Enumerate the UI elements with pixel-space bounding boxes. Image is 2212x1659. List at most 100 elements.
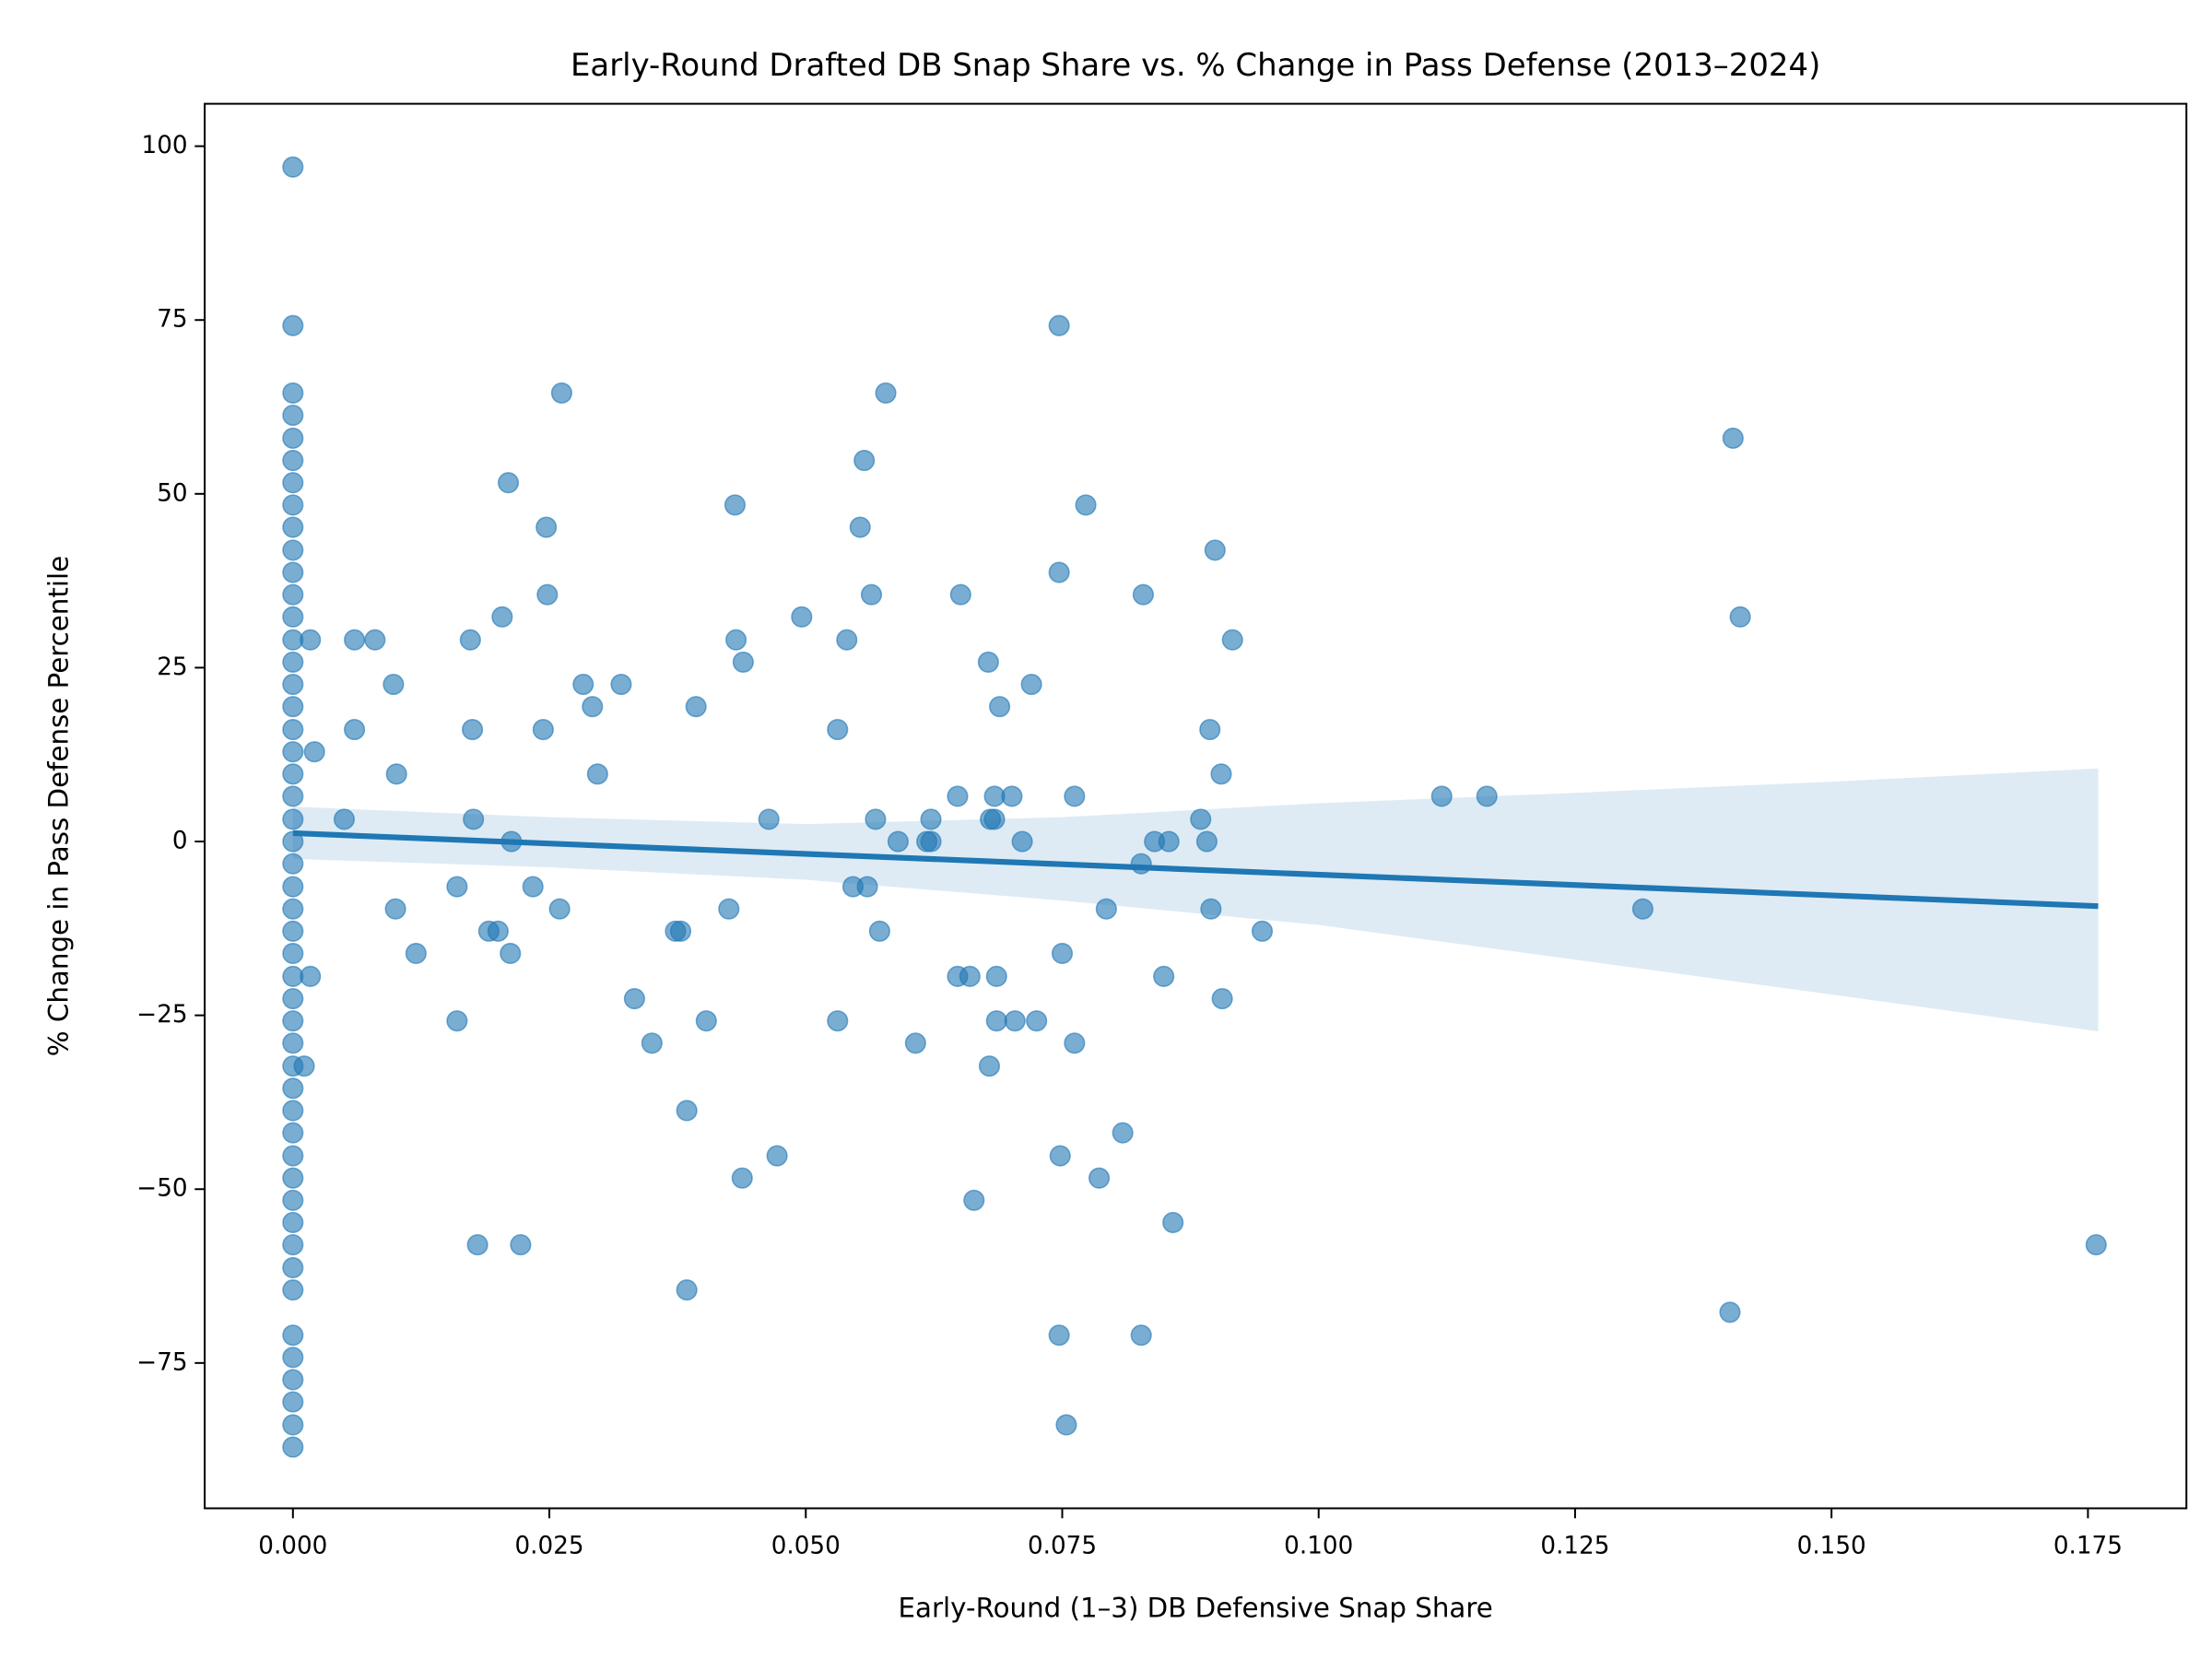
point bbox=[344, 718, 366, 741]
x-tick-label: 0.175 bbox=[2053, 1533, 2123, 1560]
point bbox=[1112, 1122, 1134, 1144]
point bbox=[725, 629, 747, 651]
point bbox=[303, 741, 325, 763]
point bbox=[856, 876, 878, 898]
x-tick-label: 0.000 bbox=[258, 1533, 327, 1560]
point bbox=[718, 898, 740, 920]
point bbox=[853, 450, 876, 472]
point bbox=[1210, 763, 1232, 785]
point bbox=[641, 1032, 663, 1054]
point bbox=[1004, 1010, 1026, 1032]
point bbox=[766, 1145, 788, 1167]
point bbox=[282, 785, 304, 807]
point bbox=[1199, 718, 1221, 741]
point bbox=[572, 673, 594, 696]
point bbox=[2085, 1234, 2107, 1256]
point bbox=[282, 1167, 304, 1189]
point bbox=[868, 920, 890, 942]
point bbox=[695, 1010, 717, 1032]
point bbox=[1048, 314, 1070, 336]
point bbox=[282, 1122, 304, 1144]
point bbox=[282, 830, 304, 853]
x-tick-label: 0.150 bbox=[1797, 1533, 1866, 1560]
point bbox=[282, 1211, 304, 1234]
point bbox=[282, 696, 304, 718]
point bbox=[550, 382, 572, 404]
point bbox=[985, 965, 1007, 987]
confidence-band bbox=[292, 768, 2099, 1031]
point bbox=[920, 808, 942, 830]
point bbox=[1048, 561, 1070, 583]
point bbox=[1049, 1145, 1071, 1167]
point bbox=[282, 494, 304, 516]
point bbox=[1095, 898, 1117, 920]
point bbox=[293, 1055, 315, 1077]
point bbox=[1190, 808, 1212, 830]
point bbox=[582, 696, 604, 718]
point bbox=[333, 808, 356, 830]
point bbox=[522, 876, 544, 898]
point bbox=[300, 965, 322, 987]
point bbox=[282, 876, 304, 898]
point bbox=[282, 1032, 304, 1054]
point bbox=[1088, 1167, 1111, 1189]
point bbox=[1476, 785, 1498, 807]
point bbox=[487, 920, 509, 942]
point bbox=[875, 382, 897, 404]
point bbox=[669, 920, 692, 942]
point bbox=[827, 1010, 849, 1032]
point bbox=[497, 472, 520, 494]
point bbox=[1064, 785, 1086, 807]
point bbox=[949, 583, 971, 606]
point bbox=[1251, 920, 1274, 942]
point bbox=[282, 763, 304, 785]
point bbox=[1020, 673, 1042, 696]
point bbox=[282, 741, 304, 763]
point bbox=[282, 583, 304, 606]
point bbox=[724, 494, 747, 516]
y-tick-label: −25 bbox=[136, 1001, 187, 1029]
point bbox=[282, 606, 304, 628]
point bbox=[282, 156, 304, 178]
point bbox=[904, 1032, 926, 1054]
point bbox=[282, 1391, 304, 1413]
point bbox=[887, 830, 909, 853]
point bbox=[586, 763, 608, 785]
point bbox=[1130, 1324, 1152, 1347]
point bbox=[282, 314, 304, 336]
point bbox=[282, 808, 304, 830]
point bbox=[466, 1234, 488, 1256]
x-tick-label: 0.050 bbox=[771, 1533, 841, 1560]
point bbox=[446, 876, 468, 898]
point bbox=[282, 718, 304, 741]
point bbox=[959, 965, 981, 987]
point bbox=[1221, 629, 1243, 651]
point bbox=[1722, 427, 1744, 450]
point bbox=[985, 1010, 1007, 1032]
point bbox=[623, 987, 645, 1010]
regression-line bbox=[292, 830, 2099, 910]
point bbox=[282, 942, 304, 965]
point bbox=[1162, 1211, 1184, 1234]
point bbox=[963, 1189, 985, 1211]
point bbox=[282, 853, 304, 875]
point bbox=[732, 651, 754, 673]
point bbox=[1011, 830, 1033, 853]
point bbox=[676, 1279, 698, 1301]
point bbox=[282, 1100, 304, 1122]
point bbox=[364, 629, 386, 651]
point bbox=[731, 1167, 753, 1189]
point bbox=[282, 427, 304, 450]
point bbox=[610, 673, 632, 696]
point bbox=[384, 898, 406, 920]
point bbox=[446, 1010, 468, 1032]
point bbox=[1153, 965, 1175, 987]
point bbox=[282, 1347, 304, 1369]
point bbox=[282, 651, 304, 673]
point bbox=[983, 808, 1006, 830]
y-axis-label: % Change in Pass Defense Percentile bbox=[42, 556, 74, 1056]
point bbox=[282, 987, 304, 1010]
point bbox=[947, 785, 969, 807]
point bbox=[282, 1324, 304, 1347]
